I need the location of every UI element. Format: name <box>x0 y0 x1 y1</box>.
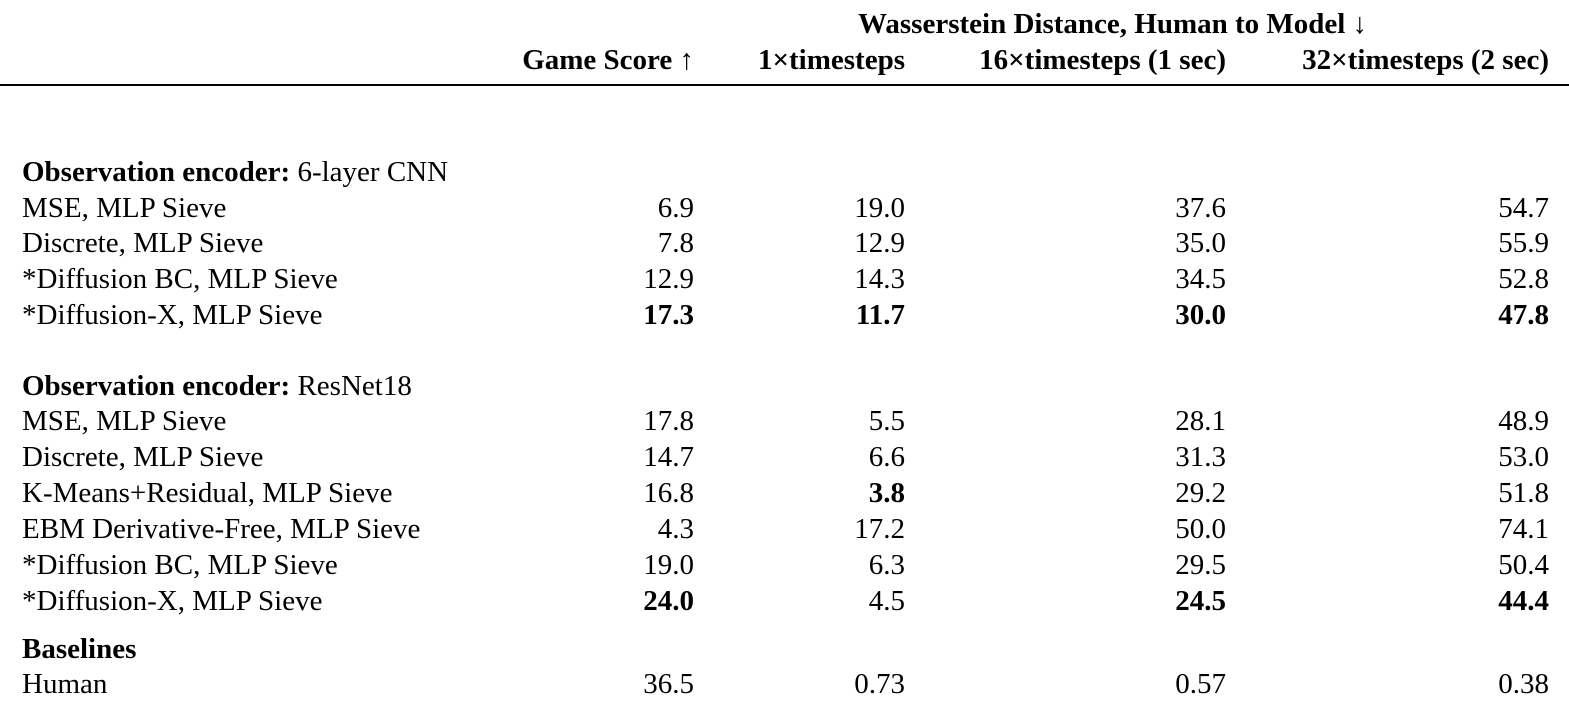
row-label: *Diffusion-X, MLP Sieve <box>22 585 323 617</box>
row-label: Discrete, MLP Sieve <box>22 441 264 473</box>
column-group-header: Wasserstein Distance, Human to Model ↓ <box>858 8 1368 40</box>
cell-16x: 37.6 <box>1175 192 1226 224</box>
table-row: EBM Derivative-Free, MLP Sieve 4.3 17.2 … <box>0 511 1569 547</box>
table-row: Human 36.5 0.73 0.57 0.38 <box>0 666 1569 702</box>
cell-16x: 29.5 <box>1175 549 1226 581</box>
cell-16x: 29.2 <box>1175 477 1226 509</box>
cell-32x: 0.38 <box>1498 668 1549 700</box>
cell-1x: 12.9 <box>854 227 905 259</box>
table-row: MSE, MLP Sieve 6.9 19.0 37.6 54.7 <box>0 190 1569 226</box>
cell-32x: 50.4 <box>1498 549 1549 581</box>
cell-16x: 0.57 <box>1175 668 1226 700</box>
table-row: *Diffusion BC, MLP Sieve 19.0 6.3 29.5 5… <box>0 547 1569 583</box>
cell-1x: 6.6 <box>868 441 905 473</box>
cell-game-score: 16.8 <box>643 477 694 509</box>
table-row: *Diffusion BC, MLP Sieve 12.9 14.3 34.5 … <box>0 261 1569 297</box>
cell-32x: 51.8 <box>1498 477 1549 509</box>
table-row: Discrete, MLP Sieve 14.7 6.6 31.3 53.0 <box>0 439 1569 475</box>
table-row: Discrete, MLP Sieve 7.8 12.9 35.0 55.9 <box>0 225 1569 261</box>
section-label: Observation encoder: <box>22 156 291 188</box>
cell-16x: 30.0 <box>1175 299 1226 331</box>
cell-16x: 31.3 <box>1175 441 1226 473</box>
col-header-16x: 16×timesteps (1 sec) <box>979 44 1226 76</box>
cell-game-score: 4.3 <box>657 513 694 545</box>
cell-game-score: 7.8 <box>657 227 694 259</box>
table-row: *Diffusion-X, MLP Sieve 24.0 4.5 24.5 44… <box>0 583 1569 619</box>
row-label: Discrete, MLP Sieve <box>22 227 264 259</box>
section-value: 6-layer CNN <box>290 156 449 188</box>
row-label: MSE, MLP Sieve <box>22 192 227 224</box>
row-label: K-Means+Residual, MLP Sieve <box>22 477 393 509</box>
row-label: *Diffusion BC, MLP Sieve <box>22 549 338 581</box>
cell-32x: 53.0 <box>1498 441 1549 473</box>
cell-game-score: 17.3 <box>643 299 694 331</box>
cell-16x: 24.5 <box>1175 585 1226 617</box>
header-rule <box>0 84 1569 86</box>
section-label: Baselines <box>22 633 137 665</box>
cell-game-score: 14.7 <box>643 441 694 473</box>
cell-32x: 74.1 <box>1498 513 1549 545</box>
cell-32x: 47.8 <box>1498 299 1549 331</box>
col-header-game-score: Game Score ↑ <box>522 44 694 76</box>
row-label: *Diffusion-X, MLP Sieve <box>22 299 323 331</box>
row-label: MSE, MLP Sieve <box>22 405 227 437</box>
cell-32x: 48.9 <box>1498 405 1549 437</box>
col-header-32x: 32×timesteps (2 sec) <box>1302 44 1549 76</box>
row-label: *Diffusion BC, MLP Sieve <box>22 263 338 295</box>
table-row: MSE, MLP Sieve 17.8 5.5 28.1 48.9 <box>0 403 1569 439</box>
cell-game-score: 24.0 <box>643 585 694 617</box>
cell-1x: 11.7 <box>855 299 905 331</box>
section-header-baselines: Baselines <box>0 631 1569 667</box>
table-row: K-Means+Residual, MLP Sieve 16.8 3.8 29.… <box>0 475 1569 511</box>
cell-1x: 4.5 <box>868 585 905 617</box>
cell-1x: 5.5 <box>868 405 905 437</box>
col-header-1x: 1×timesteps <box>758 44 905 76</box>
cell-16x: 34.5 <box>1175 263 1226 295</box>
cell-32x: 44.4 <box>1498 585 1549 617</box>
cell-16x: 28.1 <box>1175 405 1226 437</box>
cell-game-score: 19.0 <box>643 549 694 581</box>
row-label: EBM Derivative-Free, MLP Sieve <box>22 513 421 545</box>
cell-16x: 35.0 <box>1175 227 1226 259</box>
cell-1x: 19.0 <box>854 192 905 224</box>
cell-game-score: 17.8 <box>643 405 694 437</box>
cell-32x: 52.8 <box>1498 263 1549 295</box>
cell-game-score: 12.9 <box>643 263 694 295</box>
cell-1x: 0.73 <box>854 668 905 700</box>
cell-game-score: 36.5 <box>643 668 694 700</box>
section-header-cnn: Observation encoder: 6-layer CNN <box>0 154 1569 190</box>
section-header-resnet: Observation encoder: ResNet18 <box>0 368 1569 404</box>
cell-1x: 3.8 <box>868 477 905 509</box>
cell-game-score: 6.9 <box>657 192 694 224</box>
section-value: ResNet18 <box>290 370 412 402</box>
cell-32x: 54.7 <box>1498 192 1549 224</box>
cell-1x: 6.3 <box>868 549 905 581</box>
cell-32x: 55.9 <box>1498 227 1549 259</box>
cell-1x: 14.3 <box>854 263 905 295</box>
row-label: Human <box>22 668 108 700</box>
table-row: *Diffusion-X, MLP Sieve 17.3 11.7 30.0 4… <box>0 297 1569 333</box>
cell-16x: 50.0 <box>1175 513 1226 545</box>
cell-1x: 17.2 <box>854 513 905 545</box>
section-label: Observation encoder: <box>22 370 291 402</box>
